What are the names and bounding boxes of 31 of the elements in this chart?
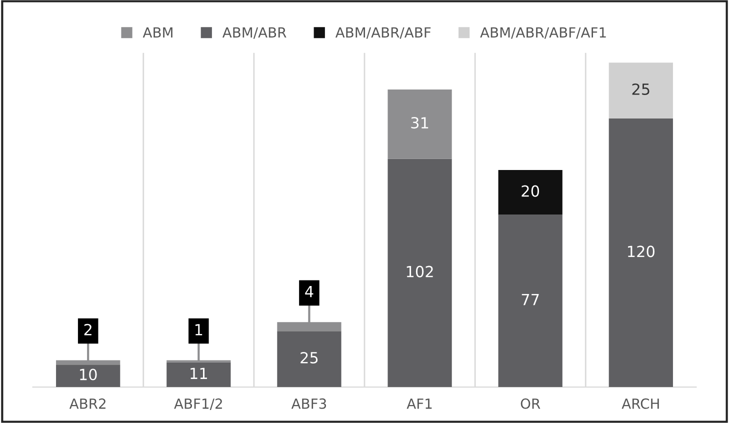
- bar: [608, 118, 673, 388]
- legend-label: ABM/ABR: [222, 27, 286, 39]
- data-label: 11: [190, 368, 207, 379]
- legend-label: ABM: [142, 27, 172, 38]
- data-label: 102: [406, 266, 433, 278]
- data-label: 1: [195, 324, 202, 336]
- bar: [277, 331, 342, 388]
- legend-label: ABM/ABR/ABF/AF1: [480, 27, 606, 39]
- data-label: 4: [305, 286, 314, 298]
- data-label: 77: [522, 294, 539, 306]
- x-tick-label: OR: [520, 398, 540, 409]
- x-tick-label: ARCH: [622, 398, 659, 409]
- bar: [388, 89, 452, 159]
- x-tick-label: ABF3: [291, 398, 326, 409]
- x-tick-label: AF1: [406, 398, 432, 409]
- data-label: 20: [522, 185, 540, 197]
- data-label: 31: [411, 117, 428, 129]
- data-label: 25: [300, 352, 318, 364]
- legend-label: ABM/ABR/ABF: [335, 27, 431, 39]
- bar: [388, 158, 452, 388]
- x-tick-label: ABR2: [69, 398, 106, 409]
- data-label: 2: [84, 324, 92, 336]
- x-tick-label: ABF1/2: [174, 398, 222, 410]
- bar: [56, 364, 120, 388]
- data-label: 25: [632, 83, 650, 96]
- bar: [166, 362, 231, 388]
- bar: [498, 170, 562, 215]
- data-label: 120: [628, 246, 654, 258]
- data-label: 10: [80, 368, 97, 380]
- bar: [608, 62, 673, 119]
- bar: [498, 214, 562, 388]
